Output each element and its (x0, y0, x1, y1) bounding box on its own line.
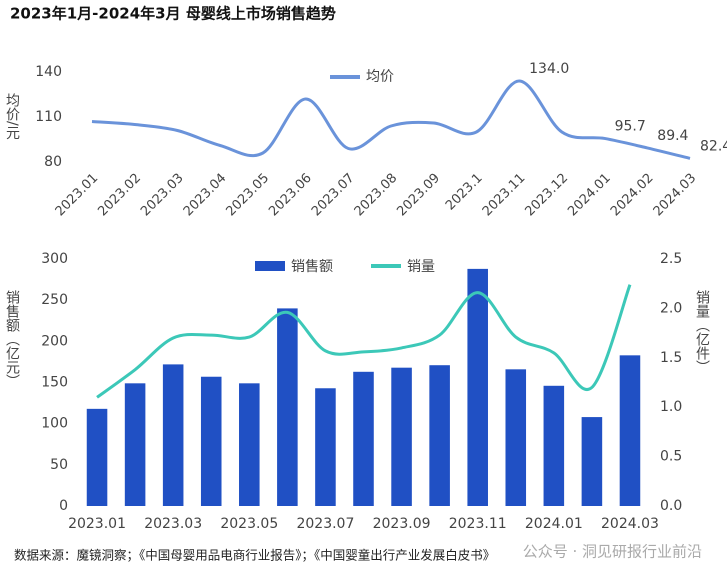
x-tick-label: 2023.05 (220, 516, 278, 532)
x-tick-label: 2024.01 (525, 516, 583, 532)
data-label: 89.4 (657, 128, 688, 144)
bar (581, 417, 603, 506)
x-tick-label: 2024.03 (601, 516, 659, 532)
x-tick-label: 2023.06 (266, 171, 315, 220)
x-tick-label: 2023.03 (138, 171, 187, 220)
chart-title: 2023年1月-2024年3月 母婴线上市场销售趋势 (10, 5, 336, 23)
x-tick-label: 2023.02 (95, 171, 144, 220)
y2-tick-label: 2.0 (660, 300, 682, 316)
x-tick-label: 2023.01 (53, 171, 102, 220)
y2-tick-label: 1.0 (660, 399, 682, 415)
bar (391, 367, 412, 506)
y-axis-label: 销售额（亿元） (4, 290, 20, 388)
data-label: 82.4 (700, 138, 727, 154)
legend-label: 销售额 (291, 259, 333, 275)
legend-label: 销量 (407, 259, 435, 275)
line (96, 284, 632, 399)
line (91, 79, 691, 160)
x-tick-label: 2023.11 (480, 171, 529, 220)
x-tick-label: 2023.01 (68, 516, 126, 532)
y-tick-label: 50 (50, 457, 68, 473)
y-tick-label: 150 (41, 375, 68, 391)
x-tick-label: 2023.05 (224, 171, 273, 220)
y2-tick-label: 0.0 (660, 498, 682, 514)
y2-axis-label: 销量（亿件） (694, 290, 710, 374)
y-tick-label: 140 (35, 64, 62, 80)
bar (315, 388, 336, 506)
y-tick-label: 200 (41, 333, 68, 349)
x-tick-label: 2023.08 (352, 171, 401, 220)
x-tick-label: 2023.04 (181, 171, 230, 220)
legend-swatch (255, 261, 285, 271)
x-tick-label: 2024.03 (651, 171, 700, 220)
data-label: 95.7 (615, 118, 646, 134)
x-tick-label: 2024.01 (565, 171, 614, 220)
y-tick-label: 80 (44, 154, 62, 170)
bar (239, 383, 260, 506)
y-tick-label: 300 (41, 251, 68, 267)
bar (162, 364, 184, 506)
y2-tick-label: 2.5 (660, 251, 682, 267)
bar (200, 376, 222, 506)
x-tick-label: 2023.1 (443, 171, 486, 214)
x-tick-label: 2023.09 (373, 516, 431, 532)
x-tick-label: 2023.09 (394, 171, 443, 220)
bar (86, 408, 108, 506)
bar (619, 355, 641, 506)
legend-label: 均价 (366, 69, 394, 85)
x-tick-label: 2023.12 (523, 171, 572, 220)
bar (277, 308, 298, 506)
y-axis-label: 均价/元 (4, 93, 20, 141)
watermark: 公众号 · 洞见研报行业前沿 (523, 543, 702, 561)
x-tick-label: 2023.03 (144, 516, 202, 532)
x-tick-label: 2023.07 (296, 516, 354, 532)
bar (353, 371, 374, 506)
bar (543, 385, 565, 506)
y-tick-label: 110 (35, 109, 62, 125)
y2-tick-label: 0.5 (660, 449, 682, 465)
bar (124, 383, 146, 506)
bar (467, 268, 488, 506)
y-tick-label: 100 (41, 416, 68, 432)
x-tick-label: 2023.07 (309, 171, 358, 220)
source-note: 数据来源：魔镜洞察；《中国母婴用品电商行业报告》；《中国婴童出行产业发展白皮书》 (14, 548, 495, 563)
bar (429, 365, 450, 506)
x-tick-label: 2024.02 (608, 171, 657, 220)
y2-tick-label: 1.5 (660, 350, 682, 366)
x-tick-label: 2023.11 (449, 516, 507, 532)
data-label: 134.0 (529, 61, 569, 77)
bar (505, 369, 527, 506)
y-tick-label: 250 (41, 292, 68, 308)
y-tick-label: 0 (59, 498, 68, 514)
